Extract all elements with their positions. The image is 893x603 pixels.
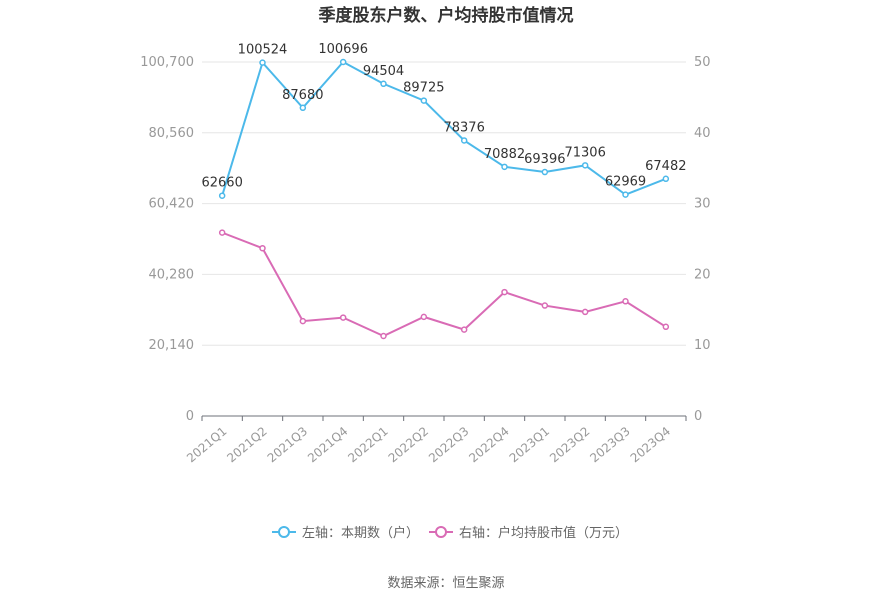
right-tick-label: 20 — [694, 267, 711, 282]
right-tick-label: 30 — [694, 197, 711, 212]
left-tick-label: 0 — [186, 409, 194, 424]
series-1-point — [622, 191, 629, 198]
series-1-point — [420, 97, 428, 104]
right-tick-label: 0 — [694, 409, 702, 424]
grid — [202, 61, 686, 346]
series-2-point — [501, 288, 508, 296]
x-tick-label: 2022Q3 — [426, 424, 471, 465]
source-note: 数据来源：恒生聚源 — [387, 576, 504, 591]
data-label: 100524 — [238, 43, 288, 58]
x-tick-label: 2023Q4 — [628, 424, 673, 465]
left-tick-label: 60,420 — [149, 197, 195, 212]
x-tick-label: 2021Q1 — [184, 424, 229, 465]
legend: 左轴：本期数（户） 右轴：户均持股市值（万元） — [272, 525, 628, 541]
series-1-point — [662, 175, 670, 183]
data-label: 71306 — [564, 145, 605, 160]
series-1-point — [501, 163, 508, 171]
legend-label-2: 右轴：户均持股市值（万元） — [459, 525, 628, 541]
series-2-point — [339, 314, 347, 321]
series-1-point — [380, 80, 387, 88]
x-tick-label: 2021Q3 — [265, 424, 310, 465]
series-2-point — [662, 323, 670, 331]
legend-marker-1 — [278, 526, 290, 538]
right-tick-label: 10 — [694, 338, 711, 353]
right-tick-label: 40 — [694, 126, 711, 141]
data-label: 70882 — [484, 147, 525, 162]
x-tick-label: 2022Q1 — [345, 424, 390, 465]
x-tick-label: 2023Q1 — [507, 424, 552, 465]
series-1-point — [541, 168, 549, 176]
series-1-point — [339, 58, 347, 66]
series-2-point — [622, 298, 629, 305]
series-layer: 62660 100524 87680 100696 94504 89725 78376708… — [201, 42, 687, 340]
data-label: 89725 — [403, 81, 444, 96]
left-axis: 0 20,140 40,280 60,420 80,560 100,700 — [140, 55, 194, 424]
right-tick-label: 50 — [694, 55, 711, 70]
legend-marker-2 — [435, 526, 447, 538]
series-2-point — [299, 317, 307, 325]
left-tick-label: 40,280 — [149, 267, 195, 282]
series-2-point — [420, 313, 428, 321]
left-tick-label: 20,140 — [149, 338, 195, 353]
series-2-point — [218, 229, 226, 236]
left-tick-label: 80,560 — [149, 126, 195, 141]
data-label: 94504 — [363, 64, 404, 79]
x-tick-label: 2022Q4 — [466, 424, 511, 465]
x-tick-label: 2023Q2 — [547, 424, 592, 465]
series-1-point — [299, 104, 307, 112]
x-tick-label: 2022Q2 — [386, 424, 431, 465]
data-label: 62969 — [605, 175, 646, 190]
series-1-point — [581, 162, 589, 169]
x-tick-label: 2021Q4 — [305, 424, 350, 465]
data-label: 67482 — [645, 159, 686, 174]
x-tick-label: 2023Q3 — [587, 424, 632, 465]
data-label: 100696 — [318, 42, 368, 57]
data-label: 87680 — [282, 88, 323, 103]
series-2-point — [380, 332, 387, 340]
left-tick-label: 100,700 — [140, 55, 194, 70]
x-axis: 2021Q12021Q22021Q32021Q42022Q12022Q22022… — [184, 415, 687, 465]
chart-title: 季度股东户数、户均持股市值情况 — [319, 5, 574, 26]
series-1-point — [460, 137, 468, 144]
series-line-1 — [221, 60, 667, 197]
series-2-point — [541, 302, 549, 309]
data-label: 69396 — [524, 152, 565, 167]
x-tick-label: 2021Q2 — [224, 424, 269, 465]
series-2-point — [259, 244, 266, 252]
data-label: 62660 — [201, 176, 242, 191]
series-1-point — [218, 192, 226, 199]
right-axis: 0 10 20 30 40 50 — [694, 55, 711, 424]
series-1-point — [259, 59, 266, 66]
series-2-point — [581, 308, 589, 316]
data-label: 78376 — [443, 120, 484, 135]
series-line-2 — [221, 231, 667, 338]
legend-label-1: 左轴：本期数（户） — [302, 525, 419, 541]
series-2-point — [460, 326, 468, 333]
